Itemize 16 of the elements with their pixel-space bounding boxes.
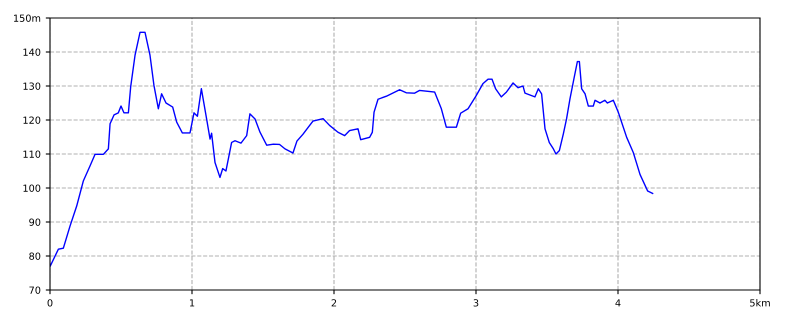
y-tick-label: 80 [29,252,40,260]
y-tick-label: 110 [23,150,40,158]
y-tick-label: 100 [23,184,40,192]
y-tick-label: 140 [23,48,40,56]
x-tick-label: 1 [190,299,194,306]
line-series [50,32,654,268]
x-tick-label: 2 [332,299,336,306]
y-tick-label: 90 [29,218,40,226]
x-tick-label: 0 [48,299,52,307]
y-tick-label: 130 [23,82,40,90]
y-tick-label: 70 [29,286,40,294]
x-tick-label: 5km [750,299,770,307]
x-tick-label: 3 [474,299,478,307]
y-tick-label: 120 [23,116,40,124]
y-tick-label: 150m [14,14,40,22]
x-tick-label: 4 [615,299,621,306]
